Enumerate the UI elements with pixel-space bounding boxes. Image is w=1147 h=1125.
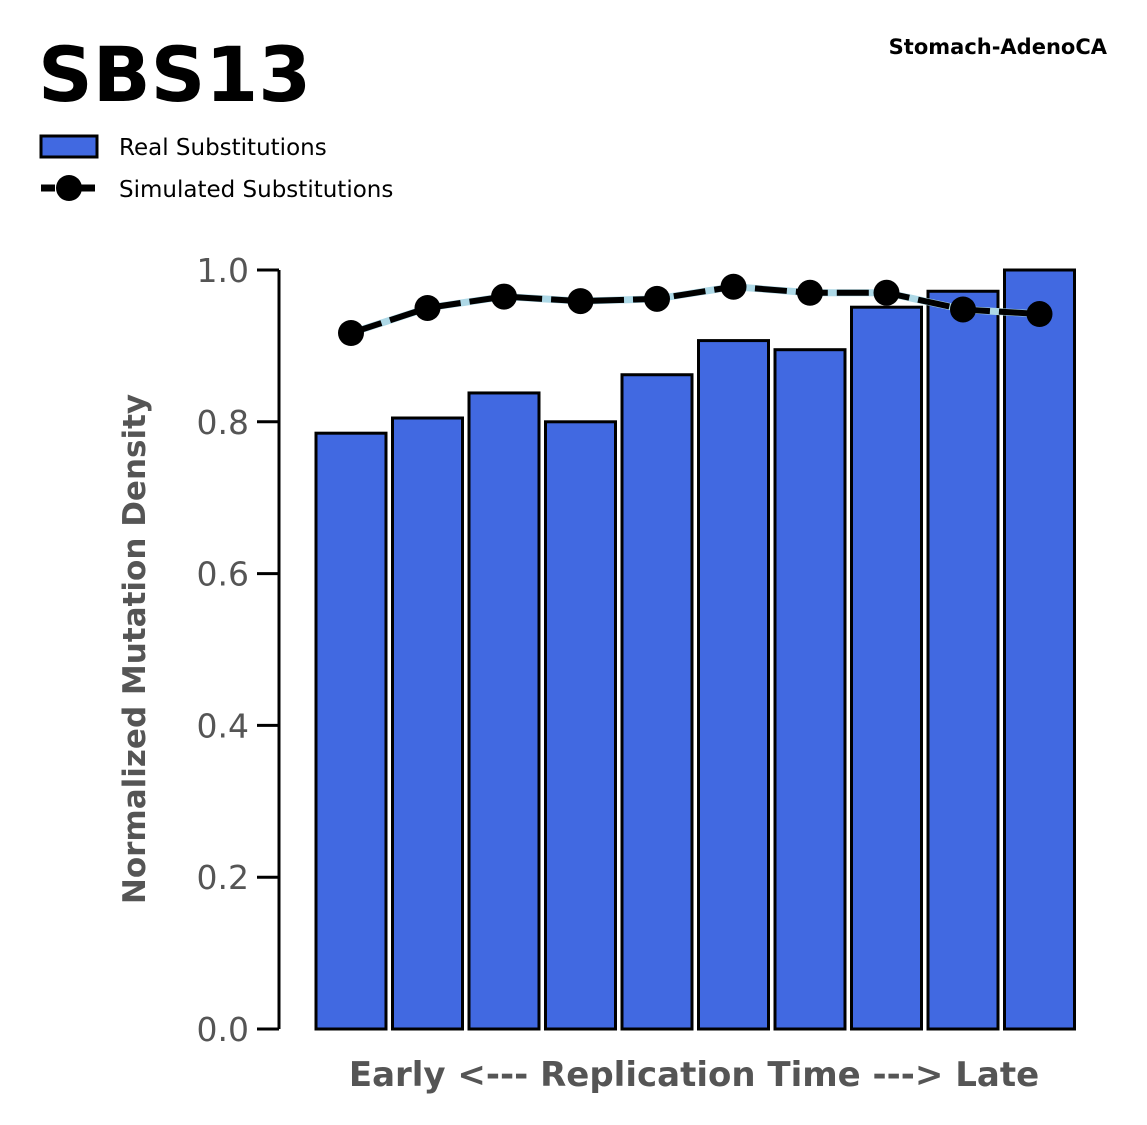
- y-tick-label: 0.6: [197, 555, 249, 594]
- bar: [850, 305, 923, 1031]
- bar: [544, 420, 617, 1031]
- bar-group: [314, 268, 1076, 1031]
- bar: [620, 373, 694, 1031]
- simulated-point: [1026, 301, 1053, 328]
- legend-swatch-real: [39, 134, 99, 159]
- bar: [697, 339, 770, 1031]
- bar: [926, 289, 1000, 1031]
- y-tick-label: 0.2: [197, 858, 249, 897]
- y-tick-label: 0.0: [197, 1010, 249, 1049]
- bar: [773, 348, 847, 1031]
- simulated-line: [350, 283, 1040, 336]
- bar: [467, 391, 541, 1031]
- y-tick-label: 0.4: [197, 706, 249, 745]
- legend-marker-simulated: [56, 175, 82, 201]
- simulated-point: [950, 296, 976, 323]
- x-axis-label: Early <--- Replication Time ---> Late: [349, 1055, 1039, 1095]
- simulated-point: [414, 294, 441, 321]
- simulated-point: [720, 273, 747, 300]
- y-axis-label: Normalized Mutation Density: [117, 394, 153, 904]
- simulated-point: [873, 279, 900, 306]
- legend-label-real: Real Substitutions: [119, 135, 327, 161]
- legend-label-simulated: Simulated Substitutions: [119, 177, 393, 203]
- y-tick-label: 1.0: [197, 251, 249, 290]
- simulated-point: [338, 319, 364, 346]
- simulated-line-group: [338, 273, 1053, 346]
- bar: [391, 416, 464, 1031]
- bar: [1003, 268, 1076, 1031]
- simulated-point: [797, 279, 823, 306]
- chart-title: SBS13: [38, 30, 311, 119]
- simulated-point: [491, 283, 517, 310]
- chart-subtitle: Stomach-AdenoCA: [889, 35, 1108, 59]
- simulated-point: [567, 288, 594, 315]
- bar: [314, 431, 388, 1031]
- simulated-point: [644, 285, 670, 312]
- y-tick-label: 0.8: [197, 403, 249, 442]
- legend: Real Substitutions Simulated Substitutio…: [39, 134, 393, 203]
- y-axis: 0.0 0.2 0.4 0.6 0.8 1.0: [197, 251, 281, 1049]
